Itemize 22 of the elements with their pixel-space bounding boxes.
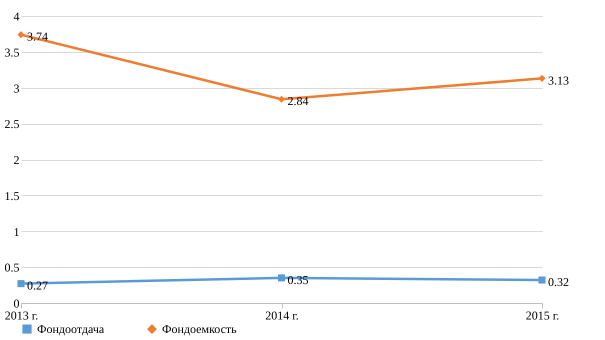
point (17, 31, 25, 38)
point (278, 274, 286, 282)
point (538, 74, 546, 82)
y-tick-label: 2 (14, 153, 20, 167)
data-label: 0.32 (548, 275, 569, 290)
point (538, 276, 546, 284)
y-tick-label: 3 (14, 81, 20, 96)
legend-label: Фондоотдача (37, 322, 105, 336)
y-tick-label: 4 (14, 10, 20, 24)
point (17, 280, 25, 288)
point (278, 96, 286, 103)
y-tick-label: 3.5 (4, 45, 20, 60)
x-tick-label: 2014 г. (265, 308, 299, 322)
y-tick-label: 1 (14, 224, 20, 239)
y-tick-label: 0 (14, 296, 20, 310)
data-label: 3.13 (548, 73, 569, 88)
x-tick-label: 2013 г. (4, 308, 38, 322)
y-tick-label: 1.5 (4, 188, 20, 203)
legend-label: Фондоемкость (162, 322, 238, 336)
x-tick-label: 2015 г. (526, 308, 560, 322)
y-tick-label: 2.5 (4, 117, 20, 132)
y-tick-label: 0.5 (4, 260, 20, 275)
